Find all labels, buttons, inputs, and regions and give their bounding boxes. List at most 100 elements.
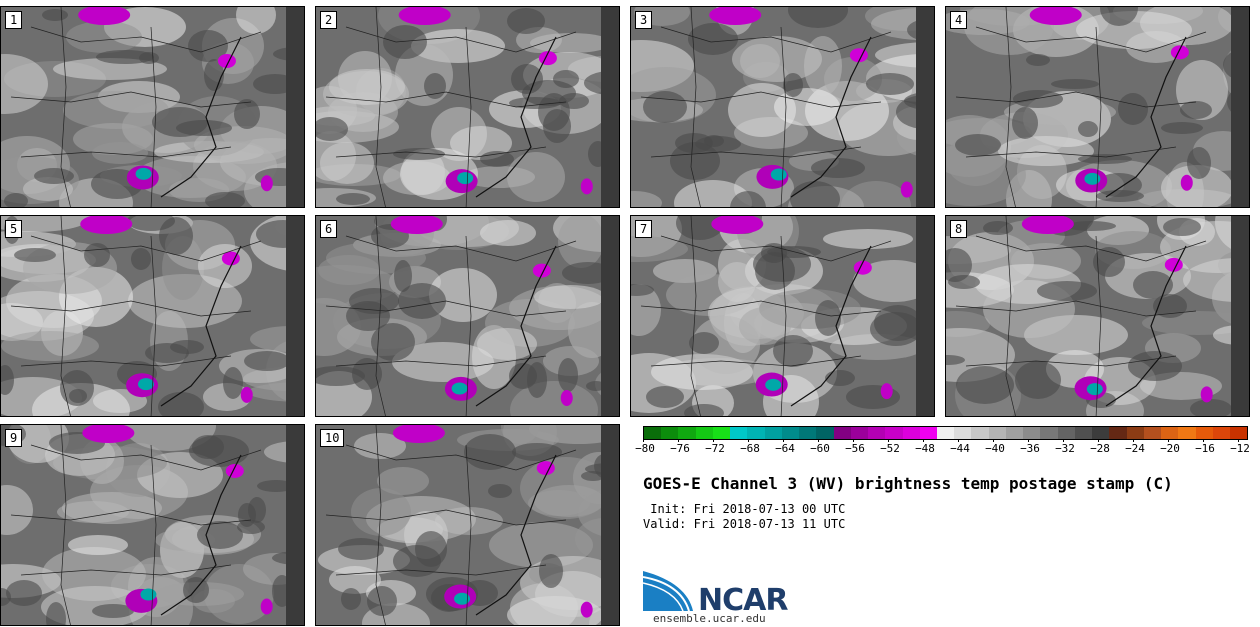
tick-mark <box>713 439 714 442</box>
tick-label: −52 <box>880 442 900 455</box>
tick-mark <box>1168 439 1169 442</box>
panel-label: 9 <box>5 429 23 447</box>
colorbar-segment <box>1161 427 1179 439</box>
tick-mark <box>993 439 994 442</box>
colorbar-segment <box>919 427 937 439</box>
wv-map-icon <box>1 216 304 416</box>
tick-label: −32 <box>1055 442 1075 455</box>
tick-label: −48 <box>915 442 935 455</box>
tick-mark <box>748 439 749 442</box>
panel-label: 1 <box>5 11 23 29</box>
wv-map-icon <box>1 7 304 207</box>
tick-label: −24 <box>1125 442 1145 455</box>
map-panel: 6 <box>315 215 620 417</box>
panel-label: 7 <box>635 220 653 238</box>
colorbar-segment <box>1023 427 1041 439</box>
colorbar-ticks: −80 −76 −72 −68 −64 −60 −56 −52 −48 −44 −40 −36 −32 −… <box>635 439 1250 462</box>
tick-label: −44 <box>950 442 970 455</box>
tick-mark <box>853 439 854 442</box>
colorbar-segment <box>1229 427 1248 439</box>
panel-label: 6 <box>320 220 338 238</box>
panel-label: 8 <box>950 220 968 238</box>
panel-label: 4 <box>950 11 968 29</box>
tick-label: −28 <box>1090 442 1110 455</box>
tick-mark <box>1098 439 1099 442</box>
tick-label: −20 <box>1160 442 1180 455</box>
map-panel: 9 <box>0 424 305 626</box>
tick-mark <box>958 439 959 442</box>
colorbar-segment <box>695 427 713 439</box>
wv-map-icon <box>316 216 619 416</box>
colorbar-segment <box>1109 427 1127 439</box>
panel-label: 5 <box>5 220 23 238</box>
wv-map-icon <box>946 216 1249 416</box>
colorbar-segment <box>833 427 851 439</box>
colorbar-segment <box>1212 427 1230 439</box>
colorbar-segment <box>1178 427 1196 439</box>
tick-label: −72 <box>705 442 725 455</box>
colorbar-segment <box>988 427 1006 439</box>
valid-time: Valid: Fri 2018-07-13 11 UTC <box>643 517 846 531</box>
tick-mark <box>643 439 644 442</box>
colorbar <box>643 426 1248 440</box>
tick-mark <box>678 439 679 442</box>
colorbar-segment <box>781 427 800 439</box>
colorbar-segment <box>1092 427 1110 439</box>
colorbar-segment <box>661 427 679 439</box>
tick-mark <box>1203 439 1204 442</box>
colorbar-segment <box>1057 427 1075 439</box>
panel-label: 3 <box>635 11 653 29</box>
wv-map-icon <box>631 216 934 416</box>
wv-map-icon <box>1 425 304 625</box>
ncar-logo-icon <box>643 571 693 612</box>
map-panel: 3 <box>630 6 935 208</box>
panel-label: 10 <box>320 429 345 447</box>
colorbar-segment <box>850 427 869 439</box>
tick-mark <box>923 439 924 442</box>
panel-label: 2 <box>320 11 338 29</box>
figure-title: GOES-E Channel 3 (WV) brightness temp po… <box>643 474 1173 493</box>
tick-label: −36 <box>1020 442 1040 455</box>
wv-map-icon <box>631 7 934 207</box>
colorbar-segment <box>799 427 817 439</box>
ncar-logo-text: NCAR <box>698 583 788 618</box>
tick-mark <box>1133 439 1134 442</box>
colorbar-segment <box>747 427 765 439</box>
tick-mark <box>818 439 819 442</box>
tick-mark <box>1028 439 1029 442</box>
map-panel: 2 <box>315 6 620 208</box>
colorbar-segment <box>678 427 696 439</box>
tick-label: −16 <box>1195 442 1215 455</box>
colorbar-segment <box>1126 427 1144 439</box>
tick-label: −40 <box>985 442 1005 455</box>
tick-mark <box>783 439 784 442</box>
map-panel: 4 <box>945 6 1250 208</box>
colorbar-segment <box>1074 427 1093 439</box>
map-panel: 5 <box>0 215 305 417</box>
colorbar-segment <box>971 427 989 439</box>
tick-mark <box>1238 439 1239 442</box>
map-panel: 8 <box>945 215 1250 417</box>
tick-mark <box>1063 439 1064 442</box>
tick-label: −56 <box>845 442 865 455</box>
colorbar-segment <box>885 427 903 439</box>
colorbar-segment <box>902 427 920 439</box>
tick-label: −60 <box>810 442 830 455</box>
colorbar-segment <box>1195 427 1213 439</box>
map-panel: 10 <box>315 424 620 626</box>
map-panel: 7 <box>630 215 935 417</box>
tick-label: −64 <box>775 442 795 455</box>
colorbar-segment <box>730 427 748 439</box>
colorbar-segment <box>868 427 886 439</box>
colorbar-segment <box>644 427 662 439</box>
init-time: Init: Fri 2018-07-13 00 UTC <box>643 502 846 516</box>
wv-map-icon <box>318 425 619 625</box>
tick-label: −76 <box>670 442 690 455</box>
colorbar-segment <box>712 427 731 439</box>
colorbar-segment <box>816 427 834 439</box>
colorbar-segment <box>764 427 782 439</box>
map-panel: 1 <box>0 6 305 208</box>
tick-label: −68 <box>740 442 760 455</box>
ncar-url: ensemble.ucar.edu <box>653 612 766 625</box>
wv-map-icon <box>946 7 1249 207</box>
